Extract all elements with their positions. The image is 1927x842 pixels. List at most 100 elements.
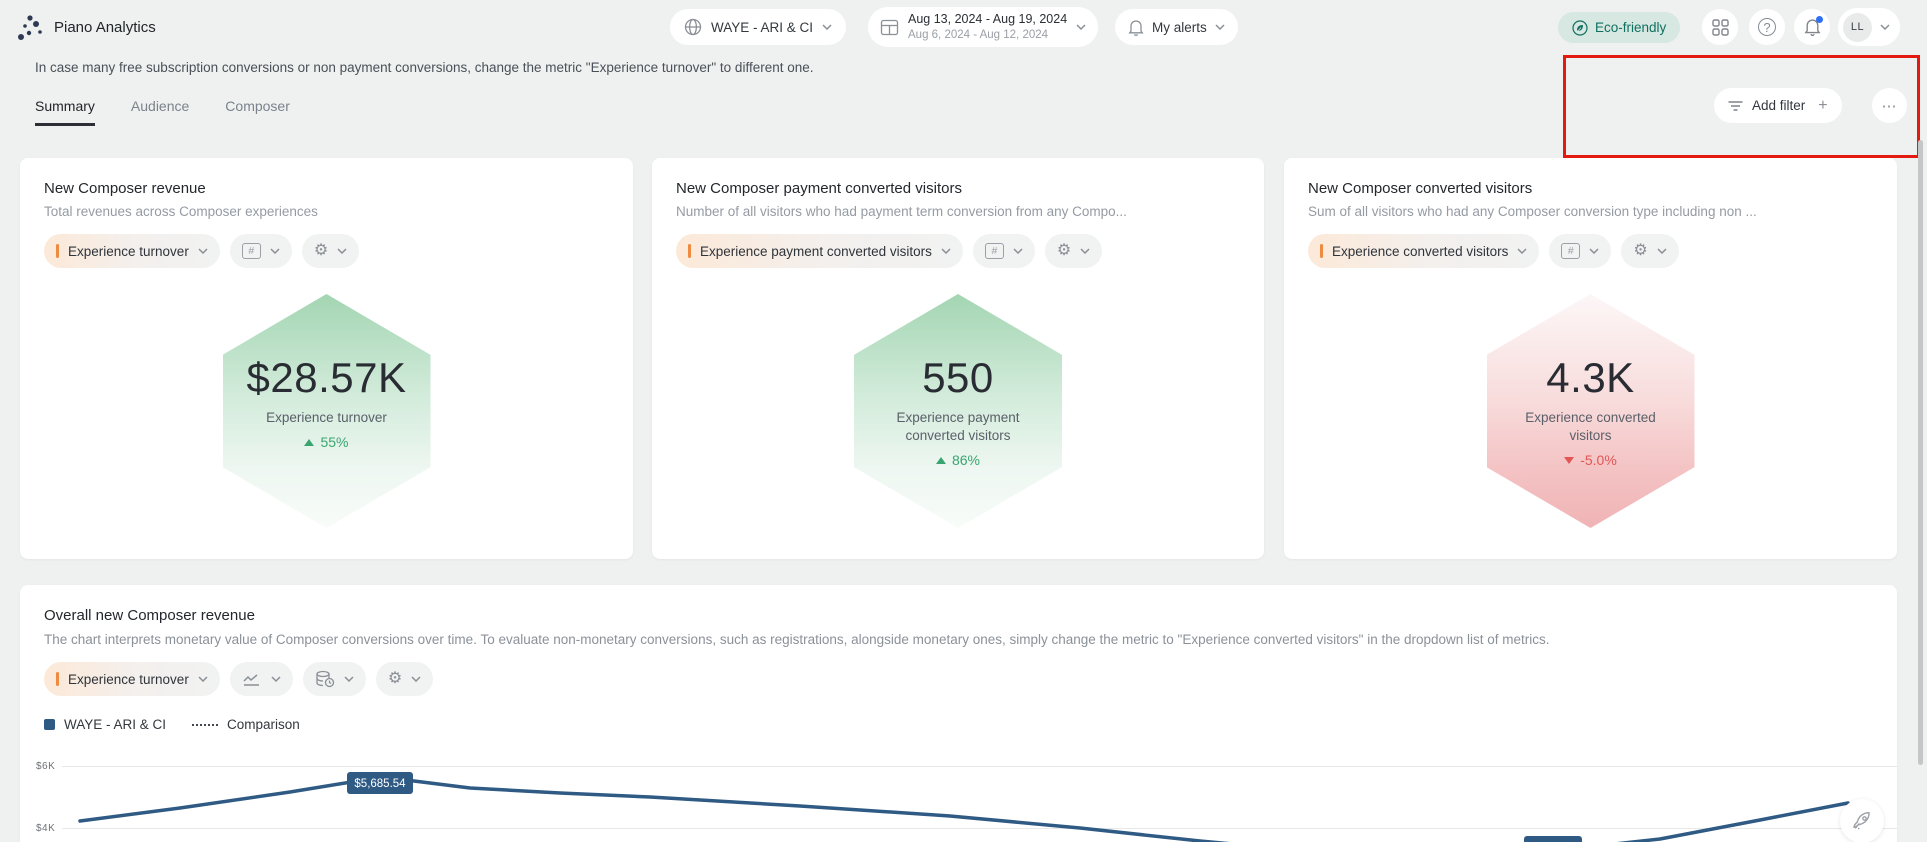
date-range-values: Aug 13, 2024 - Aug 19, 2024 Aug 6, 2024 … [908,12,1067,42]
settings-dropdown[interactable]: ⚙ [1621,234,1679,268]
metric-label: Experience turnover [68,243,189,259]
card-title: New Composer revenue [44,180,206,197]
kpi-gauge: 4.3K Experience converted visitors -5.0% [1308,294,1873,528]
chart-tooltip [347,772,413,794]
gear-icon: ⚙ [1633,242,1648,259]
chevron-down-icon [941,248,951,254]
settings-dropdown[interactable]: ⚙ [301,234,360,268]
kpi-label: Experience payment converted visitors [896,410,1020,444]
hexagon-gauge-positive: $28.57K Experience turnover 55% [222,294,431,528]
chart-type-dropdown[interactable] [229,662,293,696]
metric-label: Experience converted visitors [1332,243,1509,259]
number-format-icon: # [1561,243,1581,259]
number-format-dropdown[interactable]: # [229,234,292,268]
card-description: The chart interprets monetary value of C… [44,632,1550,647]
chevron-down-icon [1076,24,1086,30]
help-button[interactable]: ? [1749,9,1785,45]
legend-label: WAYE - ARI & CI [64,717,167,732]
chevron-down-icon [1080,248,1090,254]
top-bar: Piano Analytics WAYE - ARI & CI Aug 13, … [0,0,1927,54]
kpi-value: 4.3K [1546,354,1635,401]
bell-icon [1803,19,1821,36]
metric-color-bar [688,244,691,258]
gear-icon: ⚙ [313,242,329,259]
chevron-down-icon [1517,248,1527,254]
notifications-button[interactable] [1794,9,1830,45]
metric-color-bar [56,244,59,258]
rocket-icon [1853,812,1870,830]
card-title: New Composer converted visitors [1308,180,1533,197]
database-clock-icon [316,670,334,688]
legend-label: Comparison [227,717,300,732]
plus-icon: + [1818,96,1828,114]
legend-swatch-dotted [192,723,219,726]
globe-icon [684,18,702,36]
calendar-icon [880,19,899,35]
piano-analytics-logo-icon [18,15,42,40]
scrollbar-thumb[interactable] [1918,140,1923,765]
user-menu[interactable]: LL [1838,8,1900,46]
kpi-delta-value: -5.0% [1580,452,1617,469]
legend-swatch-solid [44,719,55,730]
legend-item-site[interactable]: WAYE - ARI & CI [44,717,166,732]
kpi-card-revenue: New Composer revenue Total revenues acro… [20,158,633,559]
chevron-down-icon [270,248,280,254]
add-filter-label: Add filter [1752,98,1806,113]
filter-icon [1728,100,1743,111]
my-alerts-label: My alerts [1152,19,1207,35]
avatar: LL [1843,12,1872,42]
site-selector[interactable]: WAYE - ARI & CI [670,9,847,45]
my-alerts-button[interactable]: My alerts [1115,9,1238,45]
chevron-down-icon [411,676,421,682]
chevron-down-icon [1013,248,1023,254]
card-controls: Experience turnover # ⚙ [44,234,609,268]
date-range-picker[interactable]: Aug 13, 2024 - Aug 19, 2024 Aug 6, 2024 … [868,7,1099,47]
eco-friendly-label: Eco-friendly [1595,20,1667,35]
settings-dropdown[interactable]: ⚙ [375,662,434,696]
kpi-card-converted: New Composer converted visitors Sum of a… [1284,158,1897,559]
metric-color-bar [56,672,59,686]
legend-item-comparison[interactable]: Comparison [192,717,300,732]
metric-dropdown[interactable]: Experience turnover [44,234,220,268]
overall-revenue-card: Overall new Composer revenue The chart i… [20,585,1897,842]
card-subtitle: Sum of all visitors who had any Composer… [1308,204,1757,219]
data-granularity-dropdown[interactable] [302,662,366,696]
gear-icon: ⚙ [1056,242,1072,259]
revenue-chart[interactable]: $6K $4K $5,685.54 [0,742,1927,842]
card-title: New Composer payment converted visitors [676,180,962,197]
trend-down-icon [1564,456,1575,464]
metric-label: Experience payment converted visitors [700,243,932,259]
chevron-down-icon [1589,248,1599,254]
trend-up-icon [935,456,946,464]
metric-dropdown[interactable]: Experience turnover [44,662,220,696]
kpi-delta-value: 55% [320,434,349,451]
dashboard-tabs: Summary Audience Composer [35,98,290,126]
tab-audience[interactable]: Audience [130,98,190,114]
eco-friendly-badge[interactable]: Eco-friendly [1558,12,1681,43]
apps-grid-button[interactable] [1702,9,1738,45]
launch-assistant-button[interactable] [1840,799,1884,842]
more-options-button[interactable]: ⋯ [1872,88,1907,123]
chevron-down-icon [1215,24,1225,30]
settings-dropdown[interactable]: ⚙ [1044,234,1103,268]
number-format-dropdown[interactable]: # [1549,234,1612,268]
kpi-value: $28.57K [246,354,407,401]
kpi-card-payment-converted: New Composer payment converted visitors … [652,158,1264,559]
add-filter-button[interactable]: Add filter + [1714,88,1842,123]
metric-dropdown[interactable]: Experience converted visitors [1308,234,1540,268]
metric-dropdown[interactable]: Experience payment converted visitors [676,234,963,268]
tab-composer[interactable]: Composer [225,98,290,114]
chevron-down-icon [344,676,354,682]
notification-dot [1816,16,1823,23]
kpi-delta: -5.0% [1564,452,1617,468]
number-format-dropdown[interactable]: # [972,234,1035,268]
chart-tooltip-value: $5,685.54 [354,778,406,790]
tab-summary[interactable]: Summary [35,98,95,126]
y-axis-tick: $6K [36,761,55,772]
kpi-delta: 55% [304,434,349,451]
revenue-line [78,775,1850,842]
leaf-icon [1572,19,1588,36]
metric-label: Experience turnover [68,671,189,687]
hexagon-gauge-negative: 4.3K Experience converted visitors -5.0% [1486,294,1695,528]
